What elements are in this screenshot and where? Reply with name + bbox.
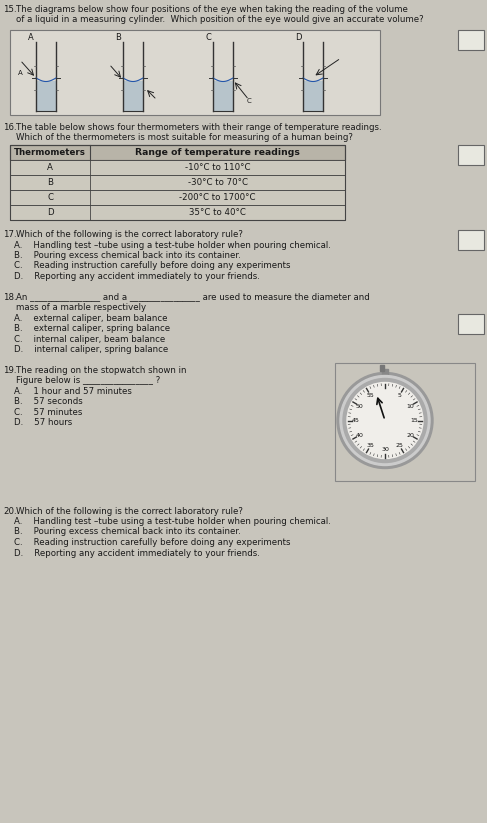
Text: A.    Handling test –tube using a test-tube holder when pouring chemical.: A. Handling test –tube using a test-tube… [14, 240, 331, 249]
Text: mass of a marble respectively: mass of a marble respectively [16, 303, 146, 312]
Text: -10°C to 110°C: -10°C to 110°C [185, 163, 250, 172]
Text: Which of the following is the correct laboratory rule?: Which of the following is the correct la… [16, 230, 243, 239]
Text: D.    Reporting any accident immediately to your friends.: D. Reporting any accident immediately to… [14, 272, 260, 281]
Text: Figure below is ________________ ?: Figure below is ________________ ? [16, 376, 160, 385]
Bar [10, 175, 345, 190]
Bar [10, 145, 345, 160]
Text: C.    internal caliper, beam balance: C. internal caliper, beam balance [14, 334, 165, 343]
Text: 19.: 19. [3, 365, 17, 374]
Text: A: A [18, 70, 23, 76]
Bar [382, 369, 388, 378]
Bar [380, 365, 384, 370]
Text: 45: 45 [352, 418, 360, 423]
Text: Thermometers: Thermometers [14, 148, 86, 157]
Text: D.    internal caliper, spring balance: D. internal caliper, spring balance [14, 345, 168, 354]
Text: A: A [28, 33, 34, 42]
Text: -30°C to 70°C: -30°C to 70°C [187, 178, 247, 187]
Text: 55: 55 [367, 393, 375, 398]
Text: Range of temperature readings: Range of temperature readings [135, 148, 300, 157]
Text: C.    Reading instruction carefully before doing any experiments: C. Reading instruction carefully before … [14, 538, 291, 547]
Bar [303, 81, 322, 111]
Text: An ________________ and a ________________ are used to measure the diameter and: An ________________ and a ______________… [16, 292, 370, 301]
Text: C.    57 minutes: C. 57 minutes [14, 407, 82, 416]
Text: 30: 30 [381, 447, 389, 452]
Text: 20: 20 [406, 433, 414, 438]
Text: 40: 40 [356, 433, 364, 438]
Text: 25: 25 [395, 443, 403, 448]
Text: The table below shows four thermometers with their range of temperature readings: The table below shows four thermometers … [16, 123, 382, 142]
Text: 17.: 17. [3, 230, 17, 239]
Text: B.    external caliper, spring balance: B. external caliper, spring balance [14, 324, 170, 333]
Text: C: C [205, 33, 211, 42]
Bar [458, 230, 484, 250]
Circle shape [347, 383, 423, 458]
Text: A.    Handling test –tube using a test-tube holder when pouring chemical.: A. Handling test –tube using a test-tube… [14, 517, 331, 526]
Bar [335, 362, 475, 481]
Text: B.    Pouring excess chemical back into its container.: B. Pouring excess chemical back into its… [14, 251, 241, 260]
Text: 15.: 15. [3, 5, 17, 14]
Text: C.    Reading instruction carefully before doing any experiments: C. Reading instruction carefully before … [14, 262, 291, 271]
Text: 5: 5 [397, 393, 401, 398]
Text: B: B [115, 33, 121, 42]
Bar [458, 145, 484, 165]
Bar [458, 30, 484, 50]
Text: B.    57 seconds: B. 57 seconds [14, 397, 83, 406]
Bar [10, 30, 380, 115]
Text: A.    external caliper, beam balance: A. external caliper, beam balance [14, 314, 168, 323]
Bar [458, 314, 484, 333]
Text: A.    1 hour and 57 minutes: A. 1 hour and 57 minutes [14, 387, 132, 396]
Bar [10, 160, 345, 175]
Text: A: A [47, 163, 53, 172]
Text: 50: 50 [356, 403, 364, 408]
Text: C: C [47, 193, 53, 202]
Text: D: D [47, 208, 53, 217]
Text: Which of the following is the correct laboratory rule?: Which of the following is the correct la… [16, 506, 243, 515]
Text: D.    Reporting any accident immediately to your friends.: D. Reporting any accident immediately to… [14, 548, 260, 557]
Text: -200°C to 1700°C: -200°C to 1700°C [179, 193, 256, 202]
Circle shape [343, 379, 427, 463]
Bar [10, 205, 345, 220]
Text: The reading on the stopwatch shown in: The reading on the stopwatch shown in [16, 365, 187, 374]
Text: 15: 15 [410, 418, 418, 423]
Bar [37, 81, 56, 111]
Text: 35°C to 40°C: 35°C to 40°C [189, 208, 246, 217]
Text: B: B [47, 178, 53, 187]
Bar [10, 190, 345, 205]
Text: 16.: 16. [3, 123, 17, 132]
Text: 18.: 18. [3, 292, 17, 301]
Text: 20.: 20. [3, 506, 17, 515]
Text: 10: 10 [406, 403, 414, 408]
Circle shape [337, 373, 433, 468]
Text: 35: 35 [367, 443, 375, 448]
Text: B.    Pouring excess chemical back into its container.: B. Pouring excess chemical back into its… [14, 528, 241, 537]
Text: The diagrams below show four positions of the eye when taking the reading of the: The diagrams below show four positions o… [16, 5, 424, 25]
Text: D: D [295, 33, 301, 42]
Circle shape [340, 375, 430, 466]
Bar [124, 81, 143, 111]
Text: D.    57 hours: D. 57 hours [14, 418, 72, 427]
Text: C: C [247, 98, 252, 104]
Bar [10, 145, 345, 220]
Bar [213, 81, 232, 111]
